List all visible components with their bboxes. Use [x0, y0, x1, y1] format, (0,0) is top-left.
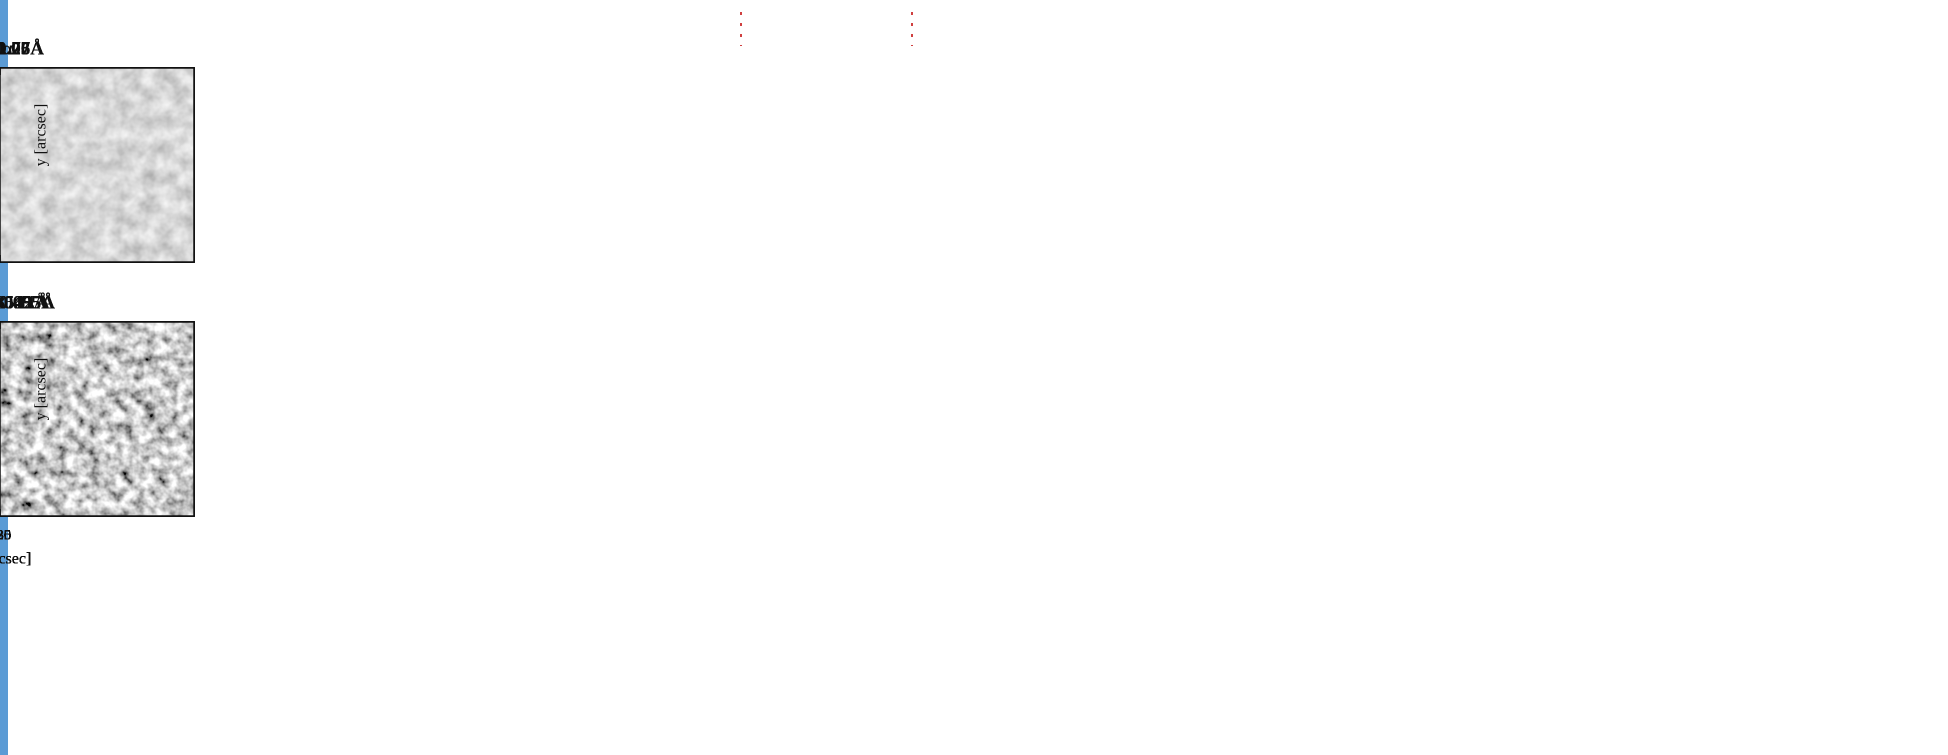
page: Hα −1.03Å-585-590-595-600Hα −0.77ÅHα −0.…: [0, 0, 1948, 755]
solar-image: [0, 68, 194, 262]
panel-title: CaII +0.495Å: [0, 292, 55, 313]
y-axis-label: y [arcsec]: [33, 358, 50, 421]
panel-title: Hα +1.03Å: [0, 38, 44, 59]
x-axis-label: x [arcsec]: [0, 551, 31, 568]
x-tick-label: 135: [0, 527, 11, 543]
solar-image: [0, 322, 194, 516]
figure: Hα −1.03Å-585-590-595-600Hα −0.77ÅHα −0.…: [0, 0, 1948, 755]
y-axis-label: y [arcsec]: [33, 104, 50, 167]
